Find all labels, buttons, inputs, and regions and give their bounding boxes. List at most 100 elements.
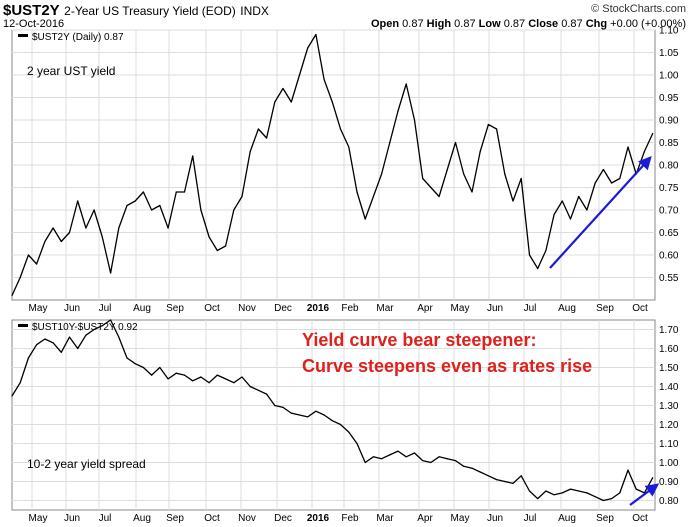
- y-tick-label: 1.40: [659, 382, 679, 393]
- x-tick-label: Nov: [238, 513, 256, 524]
- data-point: [611, 182, 613, 184]
- data-point: [274, 101, 276, 103]
- x-tick-label: Jul: [99, 303, 112, 314]
- data-point: [118, 336, 120, 338]
- data-point: [241, 195, 243, 198]
- y-tick-label: 0.85: [659, 138, 679, 149]
- data-point: [216, 249, 218, 252]
- legend-swatch: [18, 34, 28, 37]
- data-point: [561, 492, 563, 494]
- data-point: [578, 490, 580, 492]
- close-label: Close: [528, 18, 559, 30]
- legend-swatch: [18, 324, 28, 327]
- data-point: [290, 101, 292, 103]
- x-tick-label: 2016: [307, 303, 330, 314]
- data-point: [339, 423, 342, 426]
- x-tick-label: Aug: [133, 303, 151, 314]
- data-point: [528, 490, 531, 492]
- x-tick-label: Jul: [524, 303, 537, 314]
- data-point: [192, 155, 194, 157]
- data-point: [208, 382, 210, 384]
- data-point: [200, 209, 202, 211]
- high-value: 0.87: [454, 18, 476, 30]
- data-point: [372, 456, 374, 458]
- data-point: [183, 374, 186, 376]
- data-point: [151, 374, 153, 376]
- data-point: [142, 191, 144, 193]
- annotation-line2: Curve steepens even as rates rise: [302, 356, 592, 376]
- data-point: [323, 414, 325, 416]
- data-point: [413, 452, 416, 454]
- data-point: [159, 366, 161, 369]
- data-point: [44, 240, 46, 243]
- y-tick-label: 1.70: [659, 325, 679, 336]
- y-tick-label: 1.10: [659, 26, 679, 37]
- annotation-line1: Yield curve bear steepener:: [302, 330, 536, 350]
- panel-label: 2 year UST yield: [27, 64, 115, 78]
- open-value: 0.87: [402, 18, 424, 30]
- data-point: [578, 195, 580, 198]
- data-point: [356, 442, 358, 445]
- data-point: [192, 380, 194, 382]
- data-point: [266, 137, 268, 139]
- panel-label: 10-2 year yield spread: [27, 457, 146, 471]
- data-point: [430, 186, 432, 189]
- data-point: [331, 420, 333, 422]
- data-point: [627, 469, 629, 471]
- x-tick-label: Jun: [64, 303, 80, 314]
- data-point: [454, 460, 457, 462]
- x-tick-label: Aug: [558, 513, 576, 524]
- x-tick-label: Oct: [632, 513, 648, 524]
- data-point: [422, 460, 424, 462]
- data-point: [438, 456, 440, 458]
- low-value: 0.87: [503, 18, 526, 30]
- data-point: [389, 141, 391, 144]
- data-point: [364, 218, 366, 220]
- chart-date: 12-Oct-2016: [3, 18, 65, 30]
- data-point: [159, 204, 161, 207]
- data-point: [496, 479, 498, 481]
- data-point: [356, 191, 358, 193]
- data-point: [553, 494, 555, 496]
- data-point: [635, 488, 637, 490]
- data-point: [200, 376, 202, 378]
- y-tick-label: 0.90: [659, 477, 679, 488]
- data-point: [151, 209, 153, 211]
- data-point: [126, 204, 128, 207]
- data-point: [225, 378, 227, 380]
- x-tick-label: Jul: [524, 513, 537, 524]
- data-point: [397, 450, 399, 452]
- data-point: [348, 431, 350, 433]
- data-point: [643, 150, 646, 153]
- data-point: [266, 393, 268, 395]
- x-tick-label: Oct: [204, 303, 220, 314]
- data-point: [274, 404, 276, 407]
- data-point: [36, 263, 38, 265]
- data-point: [85, 334, 87, 336]
- data-point: [496, 128, 498, 130]
- x-tick-label: Mar: [376, 303, 394, 314]
- x-tick-label: May: [29, 303, 48, 314]
- data-point: [487, 475, 489, 477]
- x-tick-label: Jun: [487, 303, 503, 314]
- x-tick-label: Oct: [204, 513, 220, 524]
- data-point: [101, 325, 103, 327]
- data-point: [446, 168, 448, 171]
- data-point: [68, 231, 71, 234]
- legend-label: $UST2Y (Daily) 0.87: [32, 32, 124, 43]
- data-point: [60, 240, 62, 243]
- x-tick-label: Jun: [64, 513, 80, 524]
- data-point: [479, 150, 481, 153]
- data-point: [27, 357, 29, 359]
- x-tick-label: Jun: [487, 513, 503, 524]
- data-point: [397, 110, 399, 112]
- data-point: [479, 471, 481, 473]
- data-point: [652, 477, 654, 479]
- data-point: [216, 374, 218, 376]
- data-point: [364, 461, 366, 464]
- symbol: $UST2Y: [3, 2, 60, 19]
- data-point: [471, 191, 473, 193]
- data-point: [611, 498, 613, 500]
- data-point: [512, 200, 514, 202]
- data-point: [652, 132, 654, 135]
